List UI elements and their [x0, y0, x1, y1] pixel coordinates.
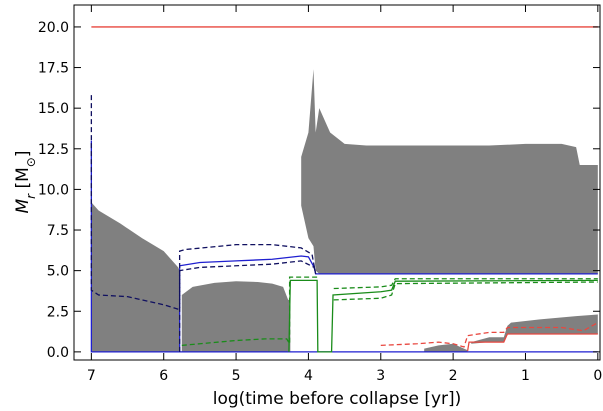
boundary-line	[90, 140, 598, 353]
convective-region	[181, 281, 291, 352]
y-axis-label: Mr [M⊙]	[13, 150, 38, 213]
y-label-part: ⊙	[24, 157, 38, 167]
boundary-line	[181, 276, 318, 347]
y-tick-label: 7.5	[47, 223, 69, 239]
convective-region	[301, 69, 598, 274]
y-tick-label: 20.0	[38, 20, 69, 36]
y-tick-label: 15.0	[38, 101, 69, 117]
x-tick-label: 3	[376, 368, 385, 384]
y-label-part: [M	[13, 167, 33, 194]
x-tick-label: 7	[87, 368, 96, 384]
x-axis-label: log(time before collapse [yr])	[213, 389, 462, 409]
y-tick-label: 17.5	[38, 61, 69, 77]
y-label-part: ]	[13, 150, 33, 157]
plot-area	[90, 26, 599, 353]
x-tick-label: 1	[521, 368, 530, 384]
boundary-line	[466, 333, 598, 352]
y-tick-label: 2.5	[47, 304, 69, 320]
convective-region	[471, 314, 598, 344]
boundary-line	[288, 279, 598, 353]
boundary-line	[333, 281, 598, 301]
x-tick-label: 2	[449, 368, 458, 384]
boundary-line	[380, 322, 599, 348]
y-label-part: M	[13, 199, 33, 214]
boundary-line	[333, 278, 598, 290]
convective-region	[424, 343, 468, 352]
x-tick-label: 6	[159, 368, 168, 384]
boundary-line	[178, 260, 317, 352]
x-tick-label: 0	[593, 368, 602, 384]
y-tick-label: 0.0	[47, 345, 69, 361]
plot-frame	[73, 4, 601, 361]
y-tick-label: 12.5	[38, 142, 69, 158]
y-label-part: r	[24, 193, 38, 199]
convective-region	[91, 202, 180, 352]
x-tick-label: 5	[232, 368, 241, 384]
boundary-line	[90, 95, 317, 311]
x-tick-label: 4	[304, 368, 313, 384]
y-tick-label: 5.0	[47, 264, 69, 280]
y-tick-label: 10.0	[38, 182, 69, 198]
